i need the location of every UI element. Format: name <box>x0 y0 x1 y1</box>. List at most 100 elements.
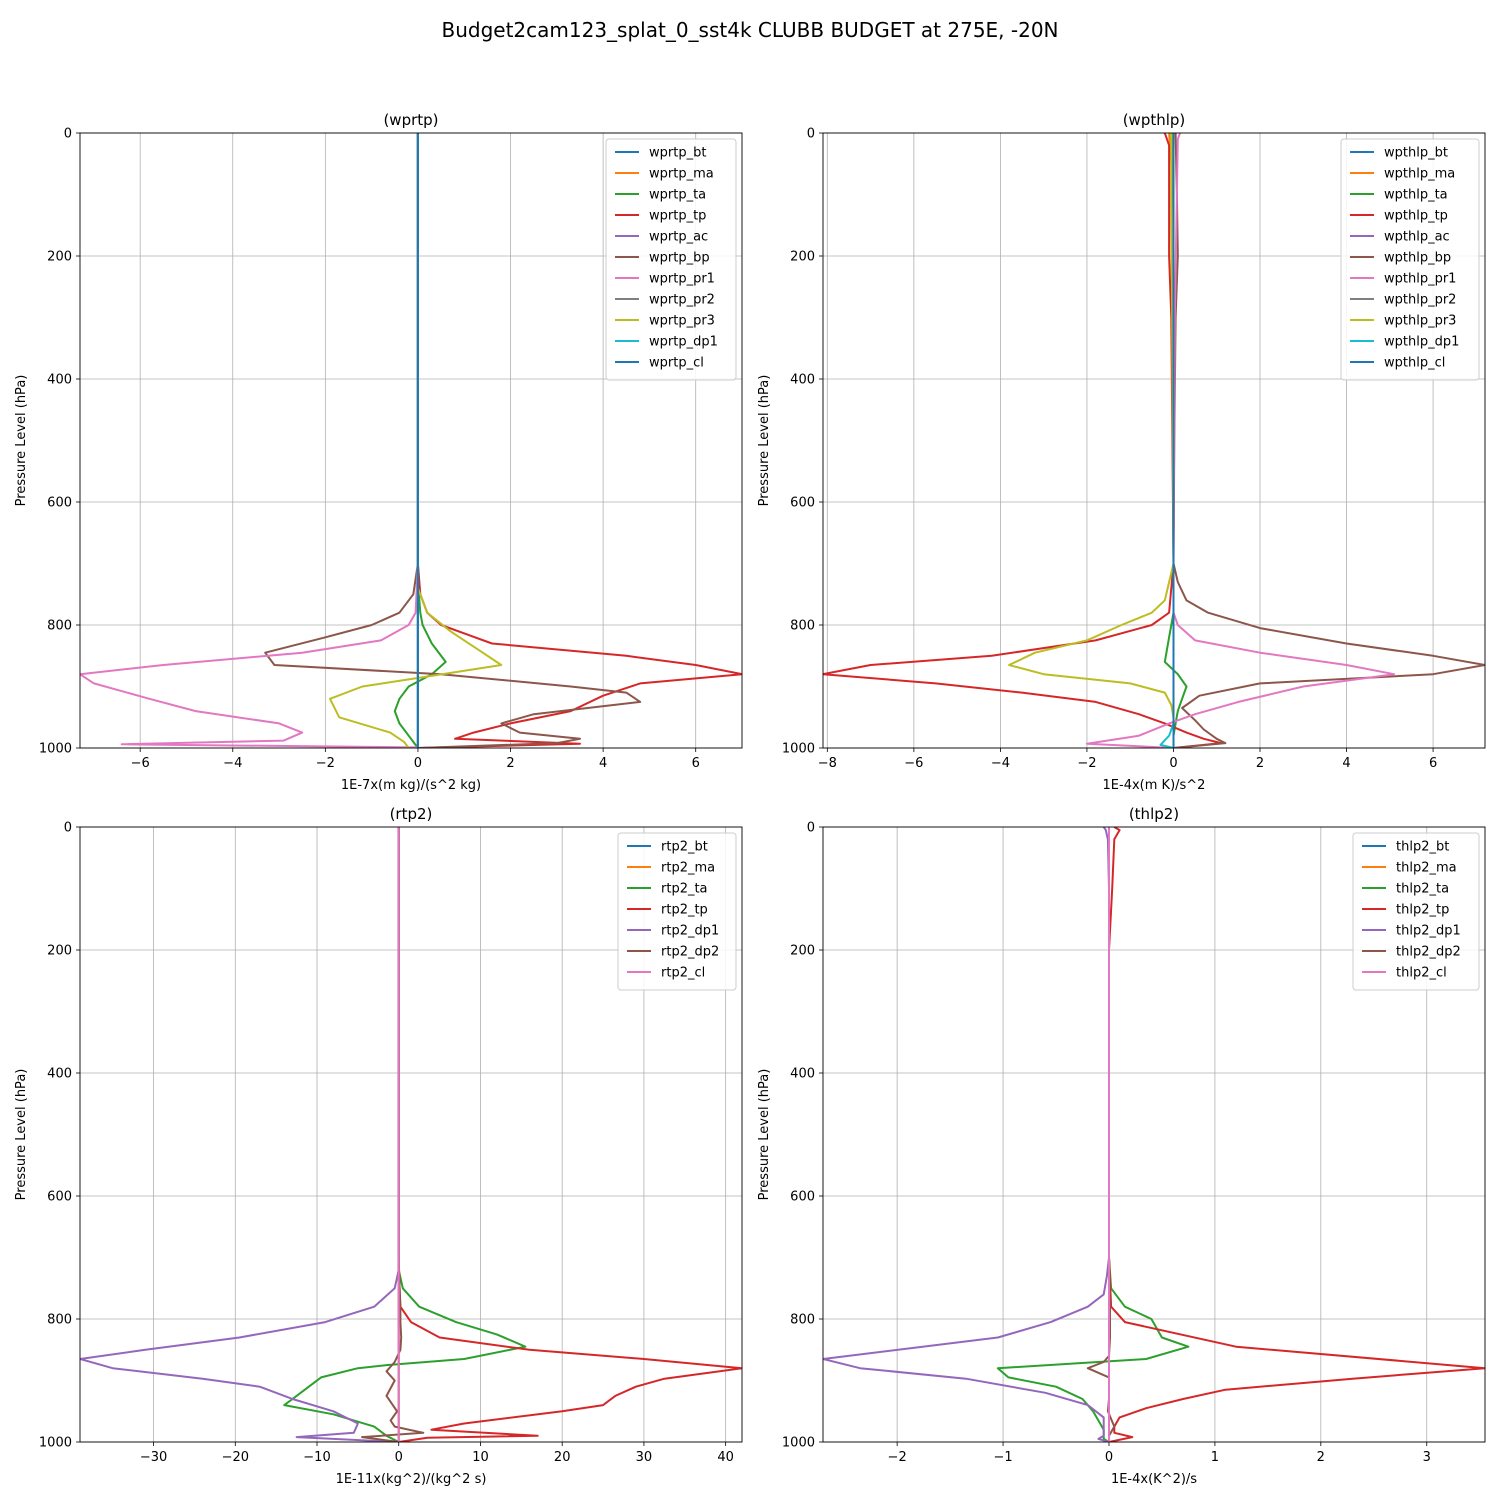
legend-label: rtp2_dp1 <box>661 924 719 939</box>
legend-label: thlp2_ma <box>1396 861 1457 876</box>
y-tick-label: 400 <box>47 373 72 388</box>
x-tick-label: −6 <box>904 756 923 771</box>
legend-label: wpthlp_bt <box>1384 146 1448 161</box>
y-tick-label: 600 <box>47 1190 72 1205</box>
legend-label: wprtp_pr1 <box>649 272 715 287</box>
legend-label: wpthlp_pr2 <box>1384 293 1456 308</box>
x-tick-label: 30 <box>636 1450 653 1465</box>
y-tick-label: 800 <box>47 619 72 634</box>
x-tick-label: −30 <box>140 1450 167 1465</box>
legend-label: wpthlp_pr3 <box>1384 314 1456 329</box>
series-line-wprtp_pr3 <box>329 133 503 748</box>
legend-label: wpthlp_dp1 <box>1384 335 1459 350</box>
series-line-wprtp_bp <box>264 133 642 748</box>
y-axis-label: Pressure Level (hPa) <box>757 375 772 507</box>
y-tick-label: 400 <box>790 373 815 388</box>
legend-label: wprtp_pr3 <box>649 314 715 329</box>
x-tick-label: −1 <box>993 1450 1012 1465</box>
legend-label: thlp2_dp1 <box>1396 924 1461 939</box>
series-line-rtp2_ta <box>283 827 527 1442</box>
y-tick-label: 800 <box>47 1313 72 1328</box>
y-tick-label: 600 <box>790 496 815 511</box>
legend-label: wprtp_cl <box>649 356 704 371</box>
legend-label: wpthlp_pr1 <box>1384 272 1456 287</box>
legend-label: wpthlp_ac <box>1384 230 1450 245</box>
legend-label: wprtp_ma <box>649 167 714 182</box>
panels: −6 −4 −2 0 2 4 602004006008001000(wprtp)1E-7x(… <box>14 111 1486 1487</box>
y-tick-label: 0 <box>64 127 72 142</box>
x-tick-label: −10 <box>303 1450 330 1465</box>
legend-label: thlp2_bt <box>1396 840 1449 855</box>
series-lines <box>80 827 742 1442</box>
series-lines <box>80 133 742 748</box>
x-tick-label: −2 <box>888 1450 907 1465</box>
panel-4: −2 −1 0 1 2 3 0 200 400 600 800 1000 (thlp2) 1E-4x(K^… <box>757 805 1486 1487</box>
x-tick-label: −2 <box>316 756 335 771</box>
legend-label: wpthlp_tp <box>1384 209 1448 224</box>
series-lines <box>823 133 1485 748</box>
x-tick-label: 2 <box>506 756 514 771</box>
x-tick-label: −4 <box>223 756 242 771</box>
panel-3: −30 −20 −10 0 10 20 30 4002004006008001000(rtp2… <box>14 805 743 1487</box>
legend-label: wpthlp_bp <box>1384 251 1451 266</box>
x-tick-label: 2 <box>1317 1450 1325 1465</box>
series-line-wprtp_pr1 <box>80 133 419 748</box>
series-lines <box>823 827 1485 1442</box>
series-line-rtp2_dp2 <box>361 827 425 1442</box>
y-tick-label: 400 <box>47 1067 72 1082</box>
x-tick-label: 4 <box>1342 756 1350 771</box>
x-tick-label: 1 <box>1211 1450 1219 1465</box>
x-tick-label: 0 <box>1105 1450 1113 1465</box>
y-tick-label: 0 <box>807 821 815 836</box>
legend: wpthlp_bt wpthlp_ma wpthlp_ta wpthlp_tpwpth… <box>1340 138 1480 381</box>
y-tick-label: 1000 <box>782 1436 815 1451</box>
axes-frame <box>822 826 1486 1443</box>
x-tick-label: −20 <box>222 1450 249 1465</box>
x-tick-label: 0 <box>395 1450 403 1465</box>
figure-title: Budget2cam123_splat_0_sst4k CLUBB BUDGET… <box>441 18 1058 42</box>
panel-title: (wpthlp) <box>1123 111 1186 129</box>
x-tick-label: 3 <box>1423 1450 1431 1465</box>
x-tick-label: 2 <box>1256 756 1264 771</box>
y-tick-label: 600 <box>47 496 72 511</box>
legend-label: wpthlp_cl <box>1384 356 1445 371</box>
legend-label: wprtp_ta <box>649 188 706 203</box>
legend-label: wprtp_pr2 <box>649 293 715 308</box>
legend-label: rtp2_ta <box>661 882 708 897</box>
x-tick-label: 4 <box>599 756 607 771</box>
x-tick-label: 40 <box>717 1450 734 1465</box>
y-tick-label: 800 <box>790 1313 815 1328</box>
y-tick-label: 200 <box>790 250 815 265</box>
x-tick-label: −2 <box>1077 756 1096 771</box>
x-tick-label: −6 <box>131 756 150 771</box>
legend-label: thlp2_ta <box>1396 882 1449 897</box>
legend-label: rtp2_bt <box>661 840 708 855</box>
panel-1: −6 −4 −2 0 2 4 6 0 200 400 600 800 1000 (wprtp) 1E-7x(… <box>14 111 743 793</box>
legend: thlp2_bt thlp2_ma thlp2_ta thlp2_tp thlp2_dp… <box>1352 832 1480 991</box>
series-line-wpthlp_pr1 <box>1085 133 1396 748</box>
panel-2: −8 −6 −4 −2 0 2 4 6 0 200 400 600 800 1000 (wpthlp) 1E-… <box>757 111 1486 793</box>
y-tick-label: 600 <box>790 1190 815 1205</box>
y-tick-label: 400 <box>790 1067 815 1082</box>
panel-title: (rtp2) <box>390 805 433 823</box>
y-axis-label: Pressure Level (hPa) <box>14 1069 29 1201</box>
x-tick-label: −8 <box>818 756 837 771</box>
legend: wprtp_bt wprtp_ma wprtp_ta wprtp_tp wprtp_ac… <box>605 138 737 381</box>
x-tick-label: 6 <box>1429 756 1437 771</box>
y-tick-label: 1000 <box>782 742 815 757</box>
x-axis-label: 1E-11x(kg^2)/(kg^2 s) <box>336 1472 487 1487</box>
y-tick-label: 200 <box>47 250 72 265</box>
x-tick-label: 0 <box>414 756 422 771</box>
legend-label: thlp2_cl <box>1396 966 1447 981</box>
y-tick-label: 200 <box>47 944 72 959</box>
y-tick-label: 0 <box>64 821 72 836</box>
series-line-rtp2_dp1 <box>80 827 400 1442</box>
x-axis-label: 1E-4x(K^2)/s <box>1111 1472 1197 1487</box>
axes-frame <box>822 132 1486 749</box>
x-axis-label: 1E-7x(m kg)/(s^2 kg) <box>341 778 481 793</box>
legend-box <box>1340 138 1480 381</box>
x-tick-label: 6 <box>692 756 700 771</box>
panel-title: (wprtp) <box>383 111 438 129</box>
y-tick-label: 0 <box>807 127 815 142</box>
